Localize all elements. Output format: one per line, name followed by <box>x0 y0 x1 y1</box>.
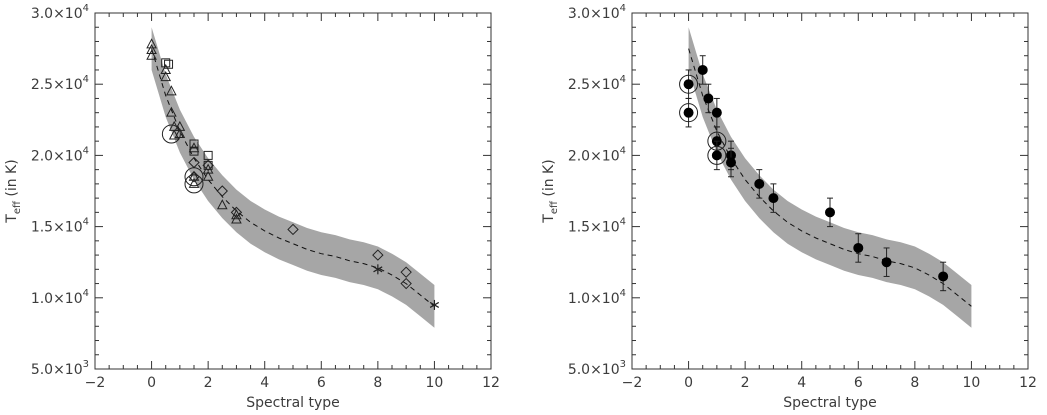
y-tick-label: 3.0×104 <box>568 3 626 22</box>
filled-circle-marker <box>825 207 835 218</box>
triangle-marker <box>188 170 200 181</box>
fit-curve <box>688 48 972 307</box>
x-tick-label: 6 <box>317 375 326 391</box>
y-tick-label: 2.5×104 <box>31 74 89 93</box>
y-tick-label: 5.0×103 <box>31 359 89 378</box>
filled-circle-marker <box>683 107 694 118</box>
diamond-marker <box>400 277 412 290</box>
square-marker <box>189 139 199 149</box>
triangle-marker <box>202 170 214 181</box>
ring-marker <box>161 124 181 144</box>
y-tick-label: 2.5×104 <box>568 74 626 93</box>
triangle-marker <box>160 71 172 82</box>
diamond-marker <box>400 266 412 278</box>
diamond-marker <box>230 206 243 219</box>
x-tick-label: 8 <box>373 375 382 391</box>
x-tick-label: 12 <box>1019 375 1037 391</box>
y-tick-label: 5.0×103 <box>568 359 626 378</box>
filled-circle-marker <box>711 150 722 161</box>
ring-marker <box>679 74 699 94</box>
ring-marker <box>707 131 727 151</box>
x-tick-label: 0 <box>684 375 693 391</box>
fit-curve <box>151 48 435 307</box>
x-axis-label: Spectral type <box>246 395 340 411</box>
y-tick-label: 1.0×104 <box>31 288 89 307</box>
triangle-marker <box>166 85 177 96</box>
filled-circle-marker <box>711 107 722 118</box>
left-panel: −2 0 2 4 6 8 10 12 5.0×103 1.0×104 1.5×104 2.0×104 2… <box>4 3 500 411</box>
y-tick-label: 2.0×104 <box>31 145 89 164</box>
y-tick-label: 2.0×104 <box>568 145 626 164</box>
x-tick-label: 2 <box>741 375 750 391</box>
filled-circle-marker <box>938 271 949 282</box>
ring-marker <box>184 174 204 194</box>
x-tick-label: 8 <box>910 375 919 391</box>
x-tick-label: 10 <box>963 375 981 391</box>
x-tick-label: −2 <box>85 375 106 391</box>
filled-circle-marker <box>853 242 864 253</box>
diamond-marker <box>372 249 384 261</box>
uncertainty-band <box>151 27 435 328</box>
filled-circle-marker <box>683 79 694 90</box>
triangle-marker <box>146 38 157 49</box>
filled-circle-marker <box>768 193 779 204</box>
x-tick-label: 2 <box>204 375 213 391</box>
uncertainty-band <box>688 27 972 328</box>
filled-circle-marker <box>703 93 714 104</box>
square-marker <box>189 146 199 156</box>
right-panel: −2 0 2 4 6 8 10 12 5.0×103 1.0×104 1.5×104 2.0×104 2… <box>541 3 1037 411</box>
diamond-marker <box>202 159 214 172</box>
x-tick-label: 12 <box>482 375 500 391</box>
diamond-marker <box>216 185 228 197</box>
filled-circle-marker <box>754 178 765 189</box>
square-marker <box>161 58 171 68</box>
triangle-marker <box>216 199 228 210</box>
y-tick-label: 1.5×104 <box>568 217 626 236</box>
x-tick-label: 0 <box>147 375 156 391</box>
x-axis-label: Spectral type <box>783 395 877 411</box>
y-axis-label: Teff (in K) <box>4 159 23 223</box>
x-tick-label: 4 <box>797 375 806 391</box>
asterisk-marker <box>373 264 383 275</box>
triangle-marker <box>160 63 172 74</box>
square-marker <box>203 150 213 160</box>
x-tick-label: 10 <box>426 375 444 391</box>
ring-marker <box>707 145 727 165</box>
triangle-marker <box>146 49 157 60</box>
triangle-marker <box>146 43 157 55</box>
ring-marker <box>184 167 204 187</box>
x-tick-label: 4 <box>260 375 269 391</box>
triangle-marker <box>188 177 200 188</box>
x-tick-label: −2 <box>622 375 643 391</box>
triangle-marker <box>166 106 177 117</box>
square-marker <box>203 160 213 170</box>
y-axis-label: Teff (in K) <box>541 159 560 223</box>
asterisk-marker <box>429 299 440 310</box>
y-tick-label: 3.0×104 <box>31 3 89 22</box>
y-tick-label: 1.0×104 <box>568 288 626 307</box>
filled-circle-marker <box>881 257 892 268</box>
y-tick-label: 1.5×104 <box>31 217 89 236</box>
square-marker <box>164 59 174 69</box>
filled-circle-marker <box>697 64 708 75</box>
x-tick-label: 6 <box>854 375 863 391</box>
filled-circle-marker <box>726 157 736 168</box>
diamond-marker <box>287 223 299 236</box>
ring-marker <box>679 103 699 123</box>
